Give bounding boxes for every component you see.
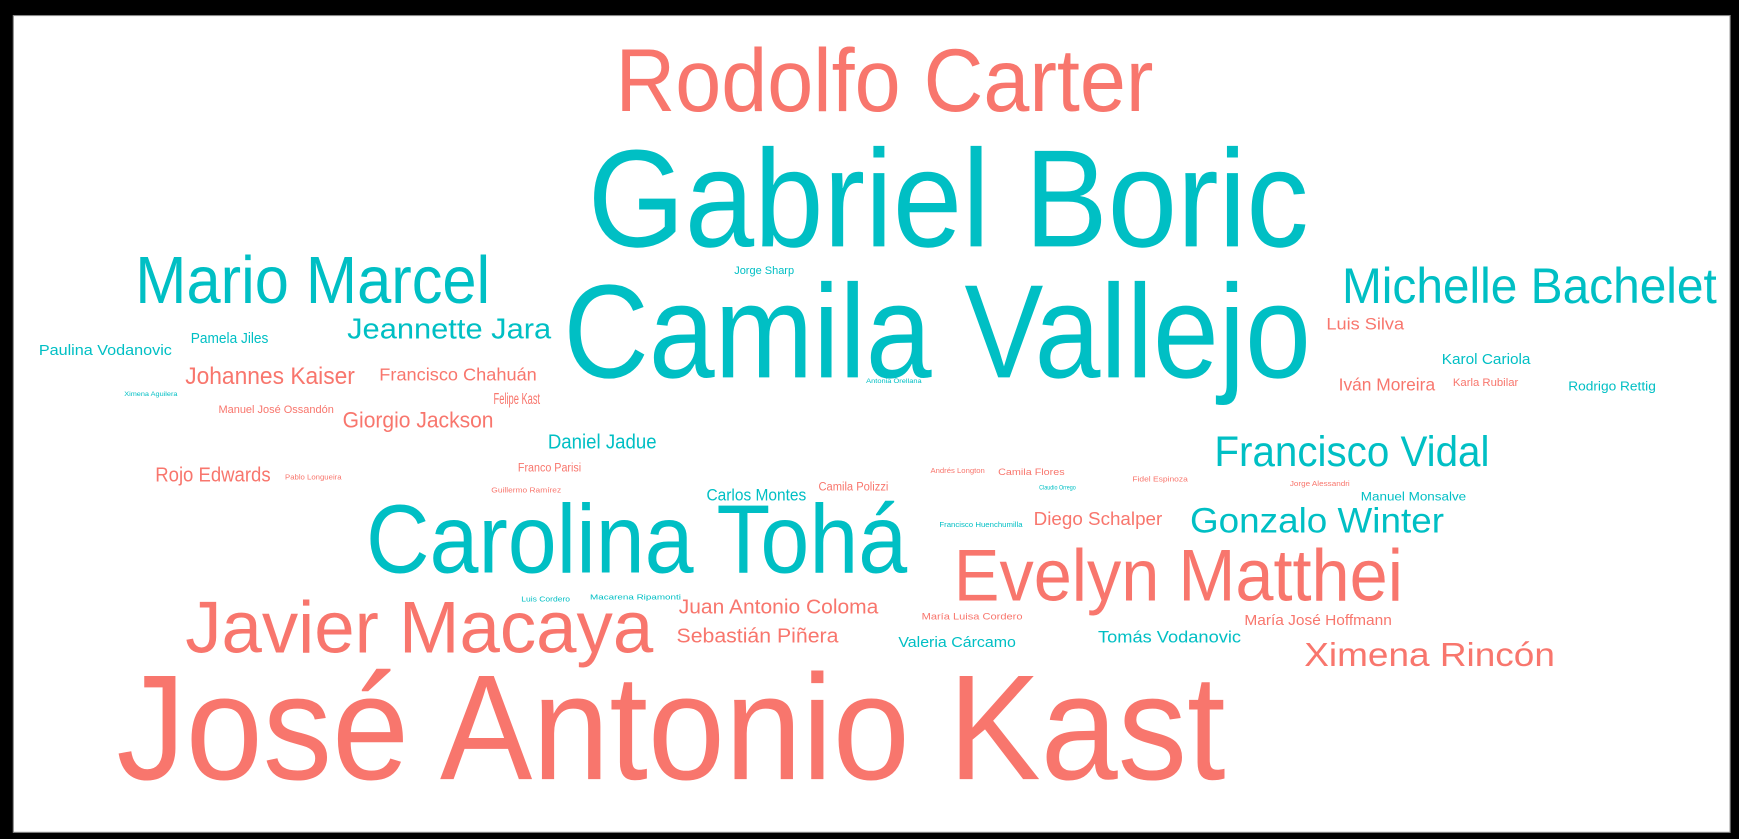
word: Carlos Montes — [706, 486, 806, 505]
word: Karla Rubilar — [1453, 377, 1519, 389]
word: Fidel Espinoza — [1132, 475, 1188, 484]
word: Rodrigo Rettig — [1568, 379, 1656, 394]
word: Francisco Chahuán — [379, 365, 536, 385]
word: Sebastián Piñera — [677, 626, 840, 648]
word: Manuel Monsalve — [1361, 490, 1467, 504]
word: Francisco Vidal — [1214, 428, 1489, 475]
word: Diego Schalper — [1034, 508, 1163, 529]
word: Manuel José Ossandón — [218, 404, 333, 416]
word: Tomás Vodanovic — [1098, 628, 1241, 647]
word: Pablo Longueira — [285, 472, 342, 481]
word: Pamela Jiles — [191, 331, 269, 347]
word: Gonzalo Winter — [1190, 501, 1444, 541]
word: María Luisa Cordero — [922, 611, 1023, 621]
word: Jorge Alessandri — [1290, 479, 1350, 488]
panel — [12, 14, 1731, 833]
word: Michelle Bachelet — [1342, 258, 1717, 314]
word: Valeria Cárcamo — [898, 635, 1016, 651]
word: Mario Marcel — [135, 244, 490, 318]
word: Javier Macaya — [185, 587, 653, 669]
word: Macarena Ripamonti — [590, 592, 681, 601]
word: Andrés Longton — [930, 466, 984, 475]
word: Camila Polizzi — [818, 480, 888, 494]
word: Jorge Sharp — [734, 265, 794, 277]
word: Luis Cordero — [521, 595, 570, 604]
word: Evelyn Matthei — [954, 534, 1403, 616]
word: Felipe Kast — [494, 391, 541, 408]
word: Jeannette Jara — [347, 313, 552, 345]
word: Rodolfo Carter — [616, 31, 1154, 130]
word: Daniel Jadue — [548, 431, 657, 453]
word: Francisco Huenchumilla — [939, 520, 1023, 529]
word: Camila Flores — [998, 467, 1065, 477]
word: Franco Parisi — [518, 461, 581, 475]
word: Luis Silva — [1326, 315, 1404, 334]
word: María José Hoffmann — [1244, 613, 1392, 629]
word: Ximena Rincón — [1304, 637, 1555, 674]
word: Claudio Orrego — [1039, 484, 1076, 491]
word: Guillermo Ramírez — [491, 486, 561, 495]
word: Carolina Tohá — [366, 485, 908, 594]
word: Antonia Orellana — [866, 378, 922, 385]
word: José Antonio Kast — [116, 643, 1225, 811]
word: Johannes Kaiser — [185, 363, 355, 390]
word: Juan Antonio Coloma — [679, 597, 880, 619]
word: Giorgio Jackson — [343, 407, 494, 432]
word: Rojo Edwards — [155, 465, 270, 487]
word: Gabriel Boric — [588, 121, 1309, 276]
word: Iván Moreira — [1339, 375, 1436, 395]
word: Ximena Aguilera — [124, 391, 178, 398]
word: Camila Vallejo — [563, 257, 1311, 406]
word: Paulina Vodanovic — [39, 343, 172, 359]
word: Karol Cariola — [1442, 352, 1532, 368]
